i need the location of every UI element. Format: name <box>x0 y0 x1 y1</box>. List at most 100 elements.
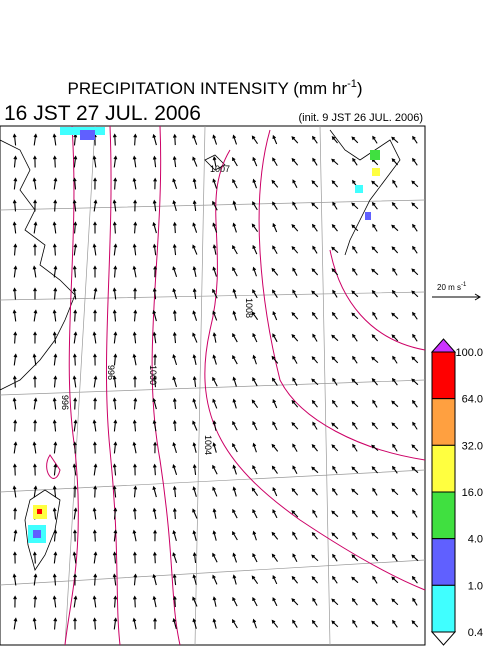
wind-arrow <box>311 290 319 298</box>
wind-arrow <box>331 180 339 188</box>
wind-arrow <box>212 442 217 453</box>
wind-arrow <box>52 419 57 432</box>
wind-arrow <box>311 444 318 452</box>
wind-arrow <box>331 620 339 628</box>
wind-arrow <box>271 179 279 188</box>
wind-arrow <box>112 133 117 146</box>
wind-arrow <box>192 530 197 541</box>
wind-arrow <box>272 333 278 343</box>
wind-arrow <box>73 221 78 234</box>
wind-arrow <box>311 311 318 320</box>
wind-arrow <box>332 377 338 386</box>
wind-arrow <box>352 531 358 540</box>
wind-arrow <box>331 510 339 518</box>
wind-arrow <box>271 355 279 364</box>
wind-arrow <box>232 574 237 585</box>
wind-arrow <box>391 289 398 298</box>
colorbar-label: 16.0 <box>462 487 483 499</box>
scale-arrow <box>432 293 481 301</box>
wind-arrow <box>371 466 379 474</box>
wind-arrow <box>411 290 419 298</box>
wind-arrow <box>172 266 178 278</box>
wind-arrow <box>13 353 18 366</box>
wind-arrow <box>351 290 359 298</box>
wind-arrow <box>152 507 157 520</box>
wind-arrow <box>212 332 217 343</box>
wind-arrow <box>152 287 157 300</box>
wind-arrow <box>391 422 399 430</box>
init-time: (init. 9 JST 26 JUL. 2006) <box>298 112 423 124</box>
wind-arrow <box>13 331 18 344</box>
wind-arrow <box>32 177 37 190</box>
wind-arrow <box>192 375 197 387</box>
wind-arrow <box>212 552 218 563</box>
wind-arrow <box>331 334 339 342</box>
wind-arrow <box>73 595 78 608</box>
wind-arrow <box>153 265 157 278</box>
wind-arrow <box>192 551 197 563</box>
wind-arrow <box>132 529 137 542</box>
wind-arrow <box>212 134 218 145</box>
wind-arrow <box>12 133 17 146</box>
wind-arrow <box>271 619 279 628</box>
wind-arrow <box>172 155 177 168</box>
wind-arrow <box>92 243 97 256</box>
wind-arrow <box>212 508 217 519</box>
wind-arrow <box>411 378 419 386</box>
wind-arrow <box>332 289 338 298</box>
wind-arrow <box>272 201 278 210</box>
wind-arrow <box>371 378 378 386</box>
wind-arrow <box>251 399 259 408</box>
wind-arrow <box>252 244 258 255</box>
wind-arrow <box>392 179 398 188</box>
wind-arrow <box>13 441 18 454</box>
valid-time: 16 JST 27 JUL. 2006 <box>4 102 201 125</box>
wind-arrow <box>72 551 77 564</box>
wind-arrow <box>412 311 418 320</box>
wind-arrow <box>311 466 319 474</box>
wind-vectors <box>12 133 419 630</box>
wind-arrow <box>12 485 17 498</box>
wind-arrow <box>13 551 17 564</box>
wind-arrow <box>351 136 359 144</box>
wind-arrow <box>232 266 238 277</box>
wind-arrow <box>311 531 318 540</box>
wind-arrow <box>153 617 157 630</box>
wind-arrow <box>53 551 58 564</box>
wind-arrow <box>391 334 399 342</box>
wind-arrow <box>391 158 399 166</box>
wind-arrow <box>153 441 157 454</box>
scale-label: 20 m s-1 <box>437 282 467 292</box>
wind-arrow <box>252 377 258 387</box>
wind-arrow <box>271 531 279 540</box>
wind-scale: 20 m s-1 <box>432 282 481 301</box>
wind-arrow <box>331 356 339 364</box>
wind-arrow <box>372 487 378 496</box>
wind-arrow <box>13 265 18 278</box>
wind-arrow <box>232 200 237 211</box>
wind-arrow <box>392 531 398 540</box>
wind-arrow <box>112 551 117 564</box>
wind-arrow <box>412 509 418 518</box>
wind-arrow <box>371 597 378 606</box>
wind-arrow <box>133 375 137 388</box>
map: 1007 1008 996 1000 996 1004 <box>0 125 426 646</box>
wind-arrow <box>73 309 78 322</box>
wind-arrow <box>291 136 299 144</box>
colorbar: 100.0 64.0 32.0 16.0 4.0 1.0 0.4 <box>430 338 483 646</box>
wind-arrow <box>172 243 177 256</box>
wind-arrow <box>371 510 378 518</box>
wind-arrow <box>53 375 58 388</box>
wind-arrow <box>252 618 257 629</box>
wind-arrow <box>132 331 137 344</box>
wind-arrow <box>172 354 178 366</box>
scale-text: 20 m s <box>437 283 461 292</box>
colorbar-under <box>430 631 457 646</box>
wind-arrow <box>113 155 118 168</box>
wind-arrow <box>92 331 97 344</box>
wind-arrow <box>252 465 258 475</box>
wind-arrow <box>192 156 198 167</box>
colorbar-segment <box>431 444 456 493</box>
wind-arrow <box>352 421 358 430</box>
